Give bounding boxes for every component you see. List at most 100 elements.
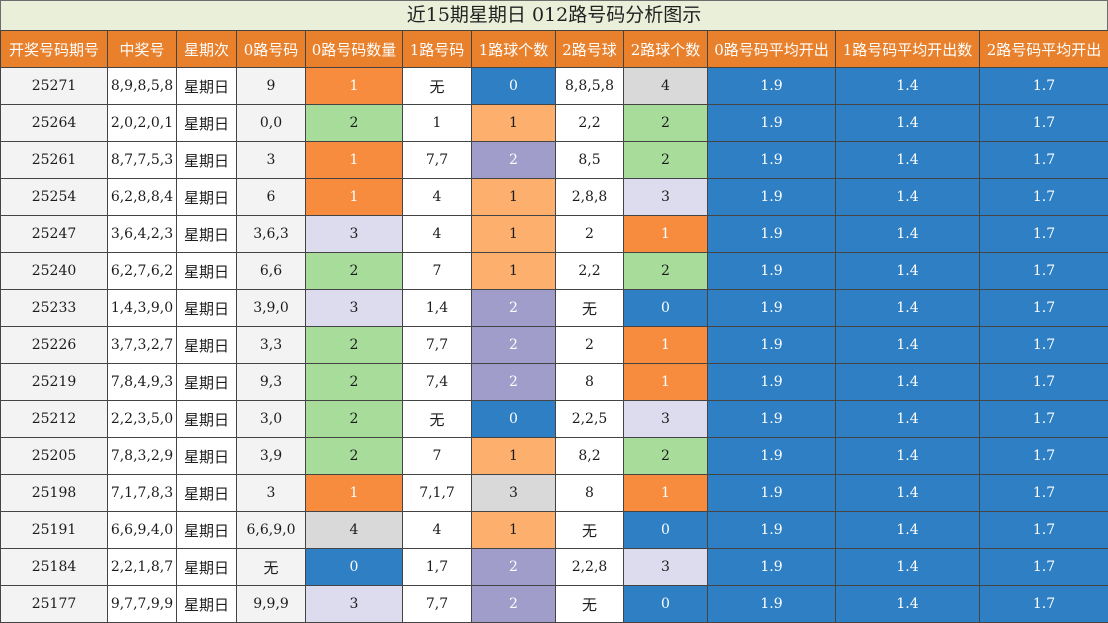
road2-numbers-cell: 8 xyxy=(556,364,624,401)
issue-cell: 25271 xyxy=(1,68,108,105)
issue-cell: 25191 xyxy=(1,512,108,549)
road2-average-cell: 1.7 xyxy=(980,549,1108,586)
road2-average-cell: 1.7 xyxy=(980,586,1108,623)
road1-numbers-cell: 7,7 xyxy=(403,586,472,623)
road2-count-cell: 0 xyxy=(624,290,708,327)
road0-count-cell: 3 xyxy=(306,216,403,253)
issue-cell: 25240 xyxy=(1,253,108,290)
road0-count-cell: 0 xyxy=(306,549,403,586)
road2-count-cell: 1 xyxy=(624,364,708,401)
road1-numbers-cell: 4 xyxy=(403,512,472,549)
road2-average-cell: 1.7 xyxy=(980,142,1108,179)
road1-count-cell: 2 xyxy=(472,290,556,327)
road1-count-cell: 0 xyxy=(472,401,556,438)
issue-cell: 25184 xyxy=(1,549,108,586)
road2-count-cell: 0 xyxy=(624,586,708,623)
road0-average-cell: 1.9 xyxy=(708,549,836,586)
weekday-cell: 星期日 xyxy=(177,290,237,327)
issue-cell: 25219 xyxy=(1,364,108,401)
road0-count-cell: 1 xyxy=(306,68,403,105)
road1-numbers-cell: 7,7 xyxy=(403,327,472,364)
road0-count-cell: 1 xyxy=(306,142,403,179)
header-road1-numbers: 1路号码 xyxy=(403,31,472,68)
road1-average-cell: 1.4 xyxy=(836,253,980,290)
road0-numbers-cell: 3 xyxy=(237,142,306,179)
road2-count-cell: 2 xyxy=(624,105,708,142)
header-road2-numbers: 2路号球 xyxy=(556,31,624,68)
road1-average-cell: 1.4 xyxy=(836,216,980,253)
road2-count-cell: 2 xyxy=(624,142,708,179)
road2-numbers-cell: 无 xyxy=(556,586,624,623)
road0-numbers-cell: 9,9,9 xyxy=(237,586,306,623)
winning-numbers-cell: 3,7,3,2,7 xyxy=(108,327,177,364)
weekday-cell: 星期日 xyxy=(177,475,237,512)
road2-average-cell: 1.7 xyxy=(980,512,1108,549)
road2-numbers-cell: 无 xyxy=(556,512,624,549)
road2-count-cell: 1 xyxy=(624,216,708,253)
header-road2-average: 2路号码平均开出 xyxy=(980,31,1108,68)
road1-count-cell: 1 xyxy=(472,179,556,216)
road2-numbers-cell: 2 xyxy=(556,216,624,253)
issue-cell: 25254 xyxy=(1,179,108,216)
road2-count-cell: 3 xyxy=(624,549,708,586)
issue-cell: 25198 xyxy=(1,475,108,512)
road0-average-cell: 1.9 xyxy=(708,364,836,401)
issue-cell: 25205 xyxy=(1,438,108,475)
road1-count-cell: 1 xyxy=(472,253,556,290)
winning-numbers-cell: 9,7,7,9,9 xyxy=(108,586,177,623)
weekday-cell: 星期日 xyxy=(177,253,237,290)
road0-count-cell: 4 xyxy=(306,512,403,549)
road1-count-cell: 3 xyxy=(472,475,556,512)
winning-numbers-cell: 2,2,3,5,0 xyxy=(108,401,177,438)
road2-average-cell: 1.7 xyxy=(980,216,1108,253)
weekday-cell: 星期日 xyxy=(177,512,237,549)
road1-count-cell: 2 xyxy=(472,327,556,364)
road0-count-cell: 1 xyxy=(306,179,403,216)
weekday-cell: 星期日 xyxy=(177,216,237,253)
road1-count-cell: 1 xyxy=(472,438,556,475)
road1-average-cell: 1.4 xyxy=(836,179,980,216)
road2-count-cell: 2 xyxy=(624,438,708,475)
road2-numbers-cell: 2,2,8 xyxy=(556,549,624,586)
road2-numbers-cell: 2,2 xyxy=(556,105,624,142)
header-weekday: 星期次 xyxy=(177,31,237,68)
road1-numbers-cell: 7,1,7 xyxy=(403,475,472,512)
header-road0-count: 0路号码数量 xyxy=(306,31,403,68)
road1-count-cell: 2 xyxy=(472,364,556,401)
winning-numbers-cell: 8,7,7,5,3 xyxy=(108,142,177,179)
road1-count-cell: 2 xyxy=(472,142,556,179)
road1-numbers-cell: 4 xyxy=(403,216,472,253)
road1-average-cell: 1.4 xyxy=(836,290,980,327)
header-road0-numbers: 0路号码 xyxy=(237,31,306,68)
weekday-cell: 星期日 xyxy=(177,105,237,142)
road2-count-cell: 1 xyxy=(624,327,708,364)
road1-average-cell: 1.4 xyxy=(836,68,980,105)
analysis-table: 开奖号码期号 中奖号 星期次 0路号码 0路号码数量 1路号码 1路球个数 2路… xyxy=(0,30,1108,623)
road2-average-cell: 1.7 xyxy=(980,253,1108,290)
winning-numbers-cell: 8,9,8,5,8 xyxy=(108,68,177,105)
road2-count-cell: 4 xyxy=(624,68,708,105)
road0-numbers-cell: 9,3 xyxy=(237,364,306,401)
road0-count-cell: 2 xyxy=(306,438,403,475)
road0-average-cell: 1.9 xyxy=(708,438,836,475)
weekday-cell: 星期日 xyxy=(177,327,237,364)
road1-average-cell: 1.4 xyxy=(836,364,980,401)
road0-numbers-cell: 3,0 xyxy=(237,401,306,438)
page-title: 近15期星期日 012路号码分析图示 xyxy=(0,0,1108,30)
road1-count-cell: 0 xyxy=(472,68,556,105)
road0-numbers-cell: 6 xyxy=(237,179,306,216)
road1-numbers-cell: 1,4 xyxy=(403,290,472,327)
header-numbers: 中奖号 xyxy=(108,31,177,68)
road2-average-cell: 1.7 xyxy=(980,327,1108,364)
road1-count-cell: 1 xyxy=(472,216,556,253)
header-road0-average: 0路号码平均开出 xyxy=(708,31,836,68)
road0-numbers-cell: 3,9 xyxy=(237,438,306,475)
road1-average-cell: 1.4 xyxy=(836,475,980,512)
road2-count-cell: 3 xyxy=(624,401,708,438)
